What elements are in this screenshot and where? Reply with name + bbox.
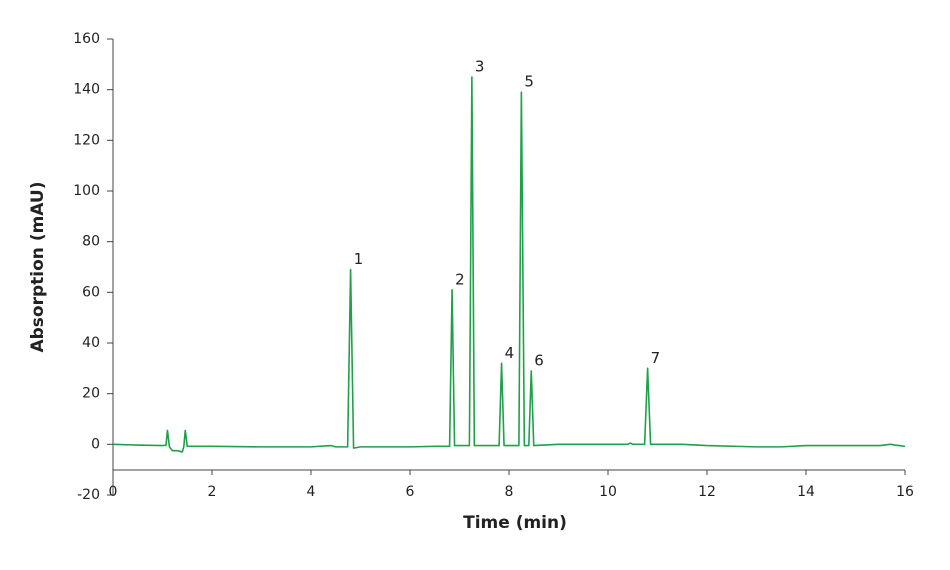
- trace: [112, 76, 906, 453]
- y-tick-label: 160: [73, 31, 100, 47]
- x-tick-label: 4: [307, 484, 316, 500]
- peak-label: 7: [651, 349, 661, 367]
- y-tick-label: -20: [77, 487, 100, 503]
- x-tick-label: 14: [797, 484, 815, 500]
- y-tick-label: 20: [82, 386, 100, 402]
- y-axis-title: Absorption (mAU): [28, 181, 48, 352]
- y-tick-label: 140: [73, 82, 100, 98]
- peak-label: 2: [455, 270, 465, 288]
- y-tick-label: 0: [91, 436, 100, 452]
- x-axis-title: Time (min): [463, 513, 567, 533]
- x-tick-label: 6: [406, 484, 415, 500]
- peak-label: 3: [475, 58, 485, 76]
- x-tick-label: 8: [505, 484, 514, 500]
- x-tick-label: 0: [109, 484, 118, 500]
- y-tick-label: 100: [73, 183, 100, 199]
- peak-label: 4: [505, 344, 515, 362]
- y-tick-label: 80: [82, 234, 100, 250]
- y-tick-label: 120: [73, 132, 100, 148]
- peak-label: 6: [534, 351, 544, 369]
- x-tick-label: 2: [208, 484, 217, 500]
- peak-label: 5: [524, 73, 534, 91]
- y-tick-label: 60: [82, 284, 100, 300]
- peak-label: 1: [354, 250, 364, 268]
- y-tick-label: 40: [82, 335, 100, 351]
- x-tick-label: 16: [896, 484, 914, 500]
- x-tick-label: 10: [599, 484, 617, 500]
- x-tick-label: 12: [698, 484, 716, 500]
